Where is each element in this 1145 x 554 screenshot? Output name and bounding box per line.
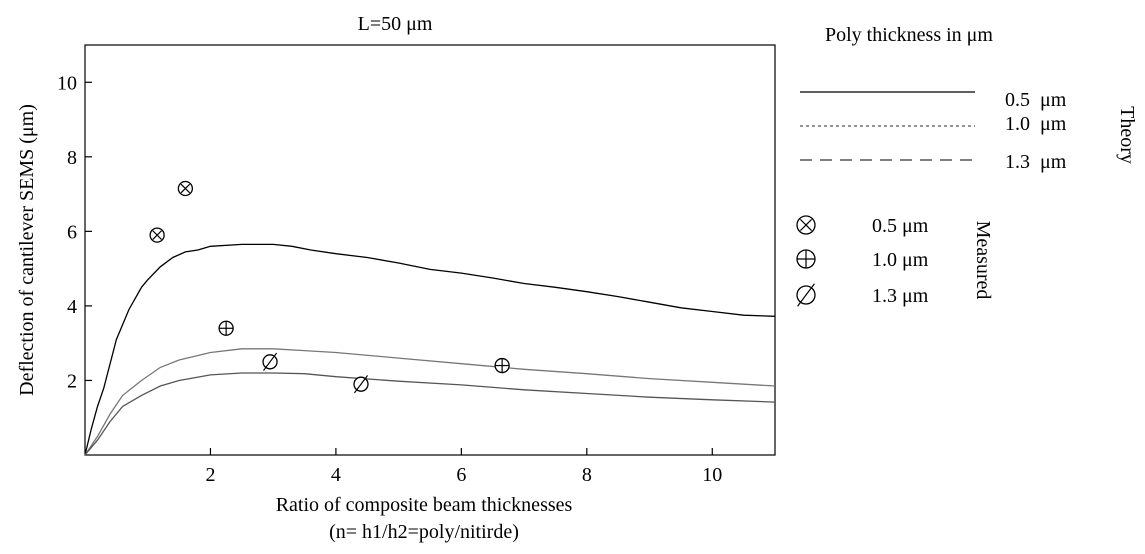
measured-markers [149,180,510,394]
measured-point-circle-slash-icon [353,375,369,394]
legend-theory-label-0-5: 0.5 μm [1005,89,1067,111]
x-tick-label: 8 [582,464,592,486]
y-axis-label: Deflection of cantilever SEMS (μm) [16,104,38,396]
measured-point-circle-plus-icon [494,357,510,374]
measured-point-circle-slash-icon [262,352,278,371]
legend-theory-label-1-3: 1.3 μm [1005,151,1067,173]
x-axis-label-sub: (n= h1/h2=poly/nitirde) [329,521,519,543]
y-tick-label: 6 [67,221,77,243]
legend-theory-label-1-0: 1.0 μm [1005,113,1067,135]
legend: Poly thickness in μm 0.5 μm 1.0 μm 1.3 μ… [796,24,1138,307]
measured-point-circle-x-icon [149,227,165,243]
legend-circle-x-icon [796,215,816,235]
y-tick-label: 8 [67,147,77,169]
measured-point-circle-x-icon [177,180,194,197]
legend-circle-slash-icon-stroke [797,283,815,307]
measured-point-circle-plus-icon [218,320,234,336]
measured-point-circle-x-icon-stroke [152,230,162,240]
legend-measured-label-1-3: 1.3 μm [872,285,929,307]
legend-measured-group-label: Measured [972,221,994,300]
theory-curve-3 [84,372,776,456]
legend-circle-x-icon-stroke [799,218,813,232]
legend-measured-label-1-0: 1.0 μm [872,249,929,271]
axis-ticks: 2 4 6 8 10 2 4 6 8 10 [57,72,722,486]
measured-point-circle-x-icon-stroke [180,183,191,194]
theory-curves [84,243,776,456]
legend-circle-slash-icon [796,283,816,307]
legend-theory-group-label: Theory [1116,106,1138,164]
legend-measured-markers [796,215,816,307]
legend-measured-label-0-5: 0.5 μm [872,215,929,237]
legend-circle-plus-icon [796,249,816,269]
plot-frame [84,44,776,456]
x-axis-label: Ratio of composite beam thicknesses [276,494,573,516]
x-tick-label: 2 [205,464,215,486]
y-tick-label: 4 [67,296,77,318]
x-tick-label: 10 [702,464,722,486]
x-tick-label: 4 [331,464,341,486]
measured-point-circle-slash-icon-stroke [353,375,369,394]
theory-curve-2 [84,348,776,456]
chart-title: L=50 μm [358,13,433,35]
legend-title: Poly thickness in μm [825,24,993,46]
y-tick-label: 10 [57,72,77,94]
measured-point-circle-slash-icon-stroke [263,352,278,371]
x-tick-label: 6 [456,464,466,486]
theory-curve-1 [84,243,776,456]
y-tick-label: 2 [67,370,77,392]
